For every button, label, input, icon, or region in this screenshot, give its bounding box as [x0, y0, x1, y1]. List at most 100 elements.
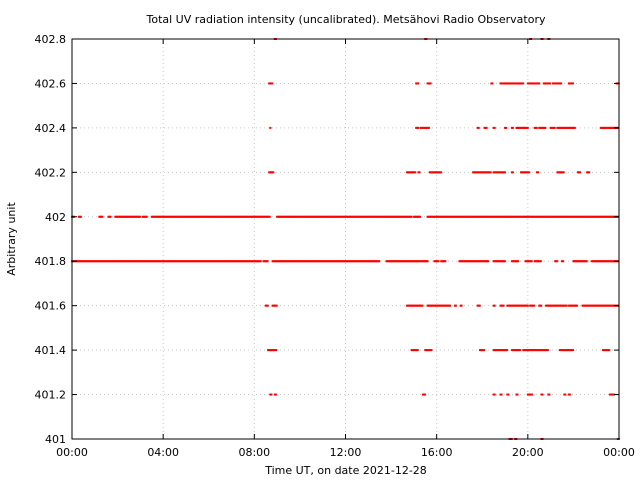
- data-point: [398, 260, 401, 263]
- data-point: [314, 260, 317, 263]
- data-point: [523, 349, 526, 352]
- data-point: [558, 171, 561, 174]
- data-point: [492, 171, 495, 174]
- data-point: [590, 215, 593, 218]
- data-point: [512, 215, 515, 218]
- data-point: [287, 260, 290, 263]
- data-point: [590, 304, 593, 307]
- data-point: [511, 349, 514, 352]
- data-point: [474, 215, 477, 218]
- data-point: [285, 215, 288, 218]
- data-point: [365, 260, 368, 263]
- data-point: [190, 260, 193, 263]
- data-point: [562, 349, 565, 352]
- data-point: [262, 215, 265, 218]
- data-point: [112, 260, 115, 263]
- data-point: [269, 82, 272, 85]
- data-point: [414, 215, 417, 218]
- data-point: [109, 260, 112, 263]
- data-point: [289, 260, 292, 263]
- data-point: [258, 215, 261, 218]
- data-point: [503, 260, 506, 263]
- data-point: [159, 260, 162, 263]
- data-point: [406, 215, 409, 218]
- data-point: [565, 215, 568, 218]
- data-point: [560, 304, 563, 307]
- data-point: [420, 304, 423, 307]
- data-point: [545, 82, 548, 85]
- data-point: [242, 215, 245, 218]
- data-point: [105, 260, 108, 263]
- data-point: [367, 215, 370, 218]
- data-point: [214, 215, 217, 218]
- data-point: [219, 260, 222, 263]
- data-point: [556, 82, 559, 85]
- data-point: [513, 82, 516, 85]
- data-point: [605, 304, 608, 307]
- data-point: [602, 215, 605, 218]
- data-point: [424, 126, 427, 129]
- data-point: [433, 215, 436, 218]
- data-point: [326, 215, 329, 218]
- data-point: [501, 349, 504, 352]
- data-point: [461, 260, 464, 263]
- data-point: [538, 349, 541, 352]
- data-point: [202, 215, 205, 218]
- data-point: [191, 215, 194, 218]
- data-point: [603, 260, 606, 263]
- data-point: [494, 171, 497, 174]
- data-point: [117, 260, 120, 263]
- data-point: [494, 260, 497, 263]
- data-point: [544, 349, 547, 352]
- data-point: [285, 260, 288, 263]
- data-point: [540, 304, 543, 307]
- data-point: [499, 171, 502, 174]
- data-point: [270, 349, 273, 352]
- data-point: [603, 304, 606, 307]
- data-point: [511, 126, 514, 129]
- data-point: [272, 349, 275, 352]
- data-point: [408, 260, 411, 263]
- data-point: [522, 82, 525, 85]
- data-point: [576, 215, 579, 218]
- data-point: [320, 260, 323, 263]
- data-point: [560, 82, 563, 85]
- data-point: [267, 215, 270, 218]
- data-point: [268, 171, 271, 174]
- data-point: [526, 215, 529, 218]
- data-point: [515, 215, 518, 218]
- data-point: [596, 260, 599, 263]
- data-point: [377, 215, 380, 218]
- data-point: [410, 304, 413, 307]
- data-point: [512, 304, 515, 307]
- data-point: [523, 215, 526, 218]
- data-point: [594, 304, 597, 307]
- data-point: [554, 82, 557, 85]
- data-point: [211, 260, 214, 263]
- data-point: [468, 260, 471, 263]
- data-point: [542, 349, 545, 352]
- data-point: [564, 126, 567, 129]
- data-point: [98, 215, 101, 218]
- data-point: [606, 215, 609, 218]
- data-point: [242, 260, 245, 263]
- data-point: [529, 349, 532, 352]
- data-point: [415, 126, 418, 129]
- data-point: [320, 215, 323, 218]
- data-point: [153, 260, 156, 263]
- data-point: [174, 260, 177, 263]
- data-point: [236, 260, 239, 263]
- data-point: [573, 260, 576, 263]
- data-point: [474, 171, 477, 174]
- data-point: [238, 260, 241, 263]
- data-point: [107, 215, 110, 218]
- y-tick-label: 402.8: [35, 33, 67, 46]
- data-point: [107, 260, 110, 263]
- data-point: [323, 215, 326, 218]
- data-point: [442, 215, 445, 218]
- data-point: [146, 260, 149, 263]
- data-point: [534, 260, 537, 263]
- data-point: [608, 260, 611, 263]
- data-point: [225, 260, 228, 263]
- data-point: [418, 260, 421, 263]
